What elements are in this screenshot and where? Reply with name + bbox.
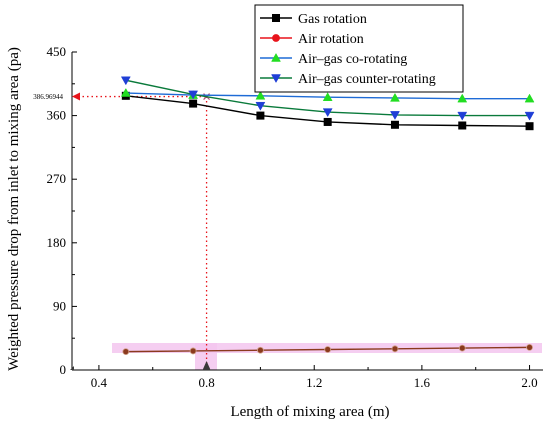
y-tick-label: 180 bbox=[47, 235, 67, 250]
x-tick-label: 2.0 bbox=[521, 375, 537, 390]
series-1 bbox=[122, 343, 533, 356]
highlight-band-marker bbox=[195, 343, 217, 370]
data-point bbox=[390, 111, 400, 120]
legend-marker bbox=[272, 14, 280, 22]
data-point bbox=[255, 101, 266, 111]
tick-labels: 0 90 180 270 360 450 0.4 0.8 1.2 1.6 2.0 bbox=[47, 44, 538, 390]
y-axis-title: Weighted pressure drop from inlet to mix… bbox=[6, 47, 22, 371]
legend-marker bbox=[271, 52, 281, 62]
x-tick-label: 1.2 bbox=[306, 375, 322, 390]
data-point bbox=[323, 117, 332, 126]
legend: Gas rotation Air rotation Air–gas co-rotat… bbox=[254, 4, 464, 93]
data-point bbox=[390, 120, 399, 129]
x-axis-title: Length of mixing area (m) bbox=[230, 404, 389, 420]
y-tick-label: 360 bbox=[47, 108, 67, 123]
axes bbox=[71, 51, 543, 371]
data-point bbox=[122, 348, 130, 356]
data-point bbox=[526, 343, 533, 351]
data-point bbox=[458, 121, 467, 130]
data-point bbox=[189, 347, 197, 355]
data-point bbox=[324, 346, 332, 353]
x-tick-label: 0.4 bbox=[91, 375, 108, 390]
series-3 bbox=[120, 76, 535, 121]
annotation-value-label: 386.96944 bbox=[33, 93, 63, 101]
data-point bbox=[255, 90, 266, 100]
data-point bbox=[457, 93, 468, 103]
legend-marker bbox=[272, 34, 280, 42]
annotation-origin-marker bbox=[70, 366, 74, 370]
y-tick-label: 0 bbox=[60, 362, 67, 377]
annotation-bottom-marker bbox=[202, 361, 211, 370]
series-lines bbox=[120, 76, 535, 356]
legend-marker bbox=[271, 74, 281, 84]
y-tick-label: 450 bbox=[47, 44, 67, 59]
data-point bbox=[120, 87, 131, 97]
legend-label: Air–gas co-rotating bbox=[298, 52, 407, 67]
data-point bbox=[524, 111, 535, 121]
y-tick-label: 270 bbox=[47, 171, 67, 186]
y-tick-label: 90 bbox=[53, 298, 66, 313]
data-point bbox=[457, 111, 468, 121]
data-point bbox=[120, 76, 131, 86]
legend-label: Gas rotation bbox=[298, 12, 367, 27]
annotation-left-arrow bbox=[72, 92, 80, 101]
data-point bbox=[524, 93, 535, 103]
data-point bbox=[390, 92, 400, 102]
legend-label: Air–gas counter-rotating bbox=[298, 72, 436, 87]
data-point bbox=[256, 346, 264, 354]
data-point bbox=[525, 122, 534, 131]
data-point bbox=[322, 92, 333, 101]
legend-label: Air rotation bbox=[298, 32, 364, 47]
data-point bbox=[188, 90, 199, 100]
x-tick-label: 0.8 bbox=[198, 375, 214, 390]
data-point bbox=[322, 108, 333, 118]
x-tick-label: 1.6 bbox=[414, 375, 431, 390]
data-point bbox=[458, 344, 466, 352]
data-point bbox=[189, 99, 198, 108]
data-point bbox=[391, 345, 399, 353]
data-point bbox=[256, 111, 265, 120]
annotation-guides: 386.96944 bbox=[33, 92, 211, 370]
